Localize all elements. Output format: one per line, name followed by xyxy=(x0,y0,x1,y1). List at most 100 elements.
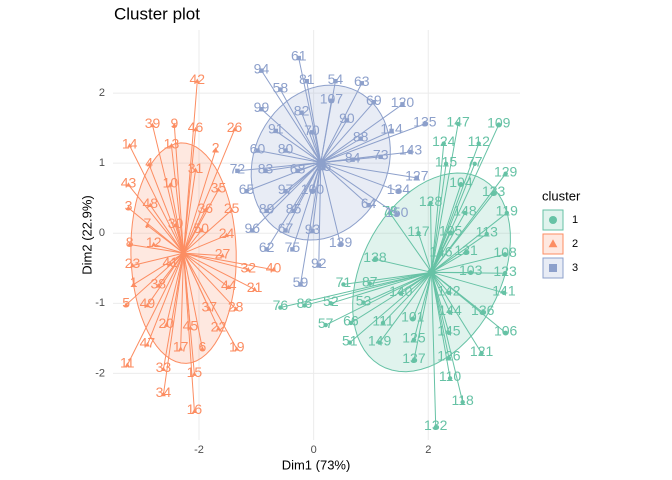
point xyxy=(387,210,393,216)
star-segment xyxy=(183,252,219,329)
point-label: 117 xyxy=(407,223,430,239)
point-label: 65 xyxy=(239,181,255,197)
point-label: 10 xyxy=(163,175,179,191)
point-label: 139 xyxy=(329,234,353,250)
point-label: 5 xyxy=(122,294,130,310)
point-label: 41 xyxy=(163,254,179,270)
point xyxy=(378,154,383,160)
point xyxy=(359,81,364,86)
point-label: 45 xyxy=(183,318,199,334)
point xyxy=(446,355,452,361)
point-label: 22 xyxy=(211,318,227,334)
chart-title: Cluster plot xyxy=(114,4,200,23)
point-label: 2 xyxy=(212,140,220,156)
point-label: 149 xyxy=(368,332,392,348)
point xyxy=(255,148,260,153)
point-label: 48 xyxy=(142,195,158,211)
point xyxy=(235,168,240,174)
point xyxy=(316,263,321,268)
point-label: 110 xyxy=(439,368,462,384)
cluster-center xyxy=(427,268,436,277)
point-label: 112 xyxy=(468,133,491,149)
point-label: 1 xyxy=(130,274,138,290)
point-label: 121 xyxy=(470,343,494,359)
star-segment xyxy=(320,100,332,163)
star-segment xyxy=(306,81,322,163)
star-segment xyxy=(379,272,432,343)
point-label: 71 xyxy=(336,274,352,290)
point-label: 83 xyxy=(258,161,274,177)
point-label: 46 xyxy=(188,119,204,135)
point xyxy=(350,157,355,162)
star-segment xyxy=(147,225,184,254)
point xyxy=(290,247,295,252)
star-segment xyxy=(183,252,237,310)
point-label: 54 xyxy=(328,71,344,87)
star-segment xyxy=(320,130,392,163)
point-label: 59 xyxy=(293,274,309,290)
point xyxy=(414,175,420,181)
star-segment xyxy=(431,163,447,273)
star-segment xyxy=(325,271,432,326)
point xyxy=(161,391,166,397)
point xyxy=(127,241,133,247)
star-segment xyxy=(431,271,505,294)
star-segment xyxy=(261,108,322,163)
point-label: 140 xyxy=(389,283,413,299)
x-axis-label: Dim1 (73%) xyxy=(282,457,351,472)
star-segment xyxy=(251,162,322,231)
point-label: 27 xyxy=(215,245,231,261)
y-tick-label: 2 xyxy=(99,87,105,99)
y-tick-label: -2 xyxy=(95,367,105,379)
point xyxy=(167,182,173,187)
point-label: 81 xyxy=(299,71,315,87)
point xyxy=(147,202,153,207)
point xyxy=(323,322,328,328)
point xyxy=(250,228,255,233)
star-segment xyxy=(285,162,322,231)
point-label: 40 xyxy=(266,259,282,275)
point-label: 89 xyxy=(259,201,275,217)
point xyxy=(446,330,452,335)
star-segment xyxy=(266,162,322,212)
point xyxy=(126,205,131,210)
star-segment xyxy=(257,150,321,164)
point xyxy=(472,161,477,167)
star-segment xyxy=(266,162,322,250)
point xyxy=(194,78,200,83)
point-label: 128 xyxy=(419,193,443,209)
point xyxy=(191,408,197,414)
point-label: 16 xyxy=(187,401,203,417)
point-label: 51 xyxy=(342,332,358,348)
point-label: 114 xyxy=(380,121,403,137)
point xyxy=(127,143,133,148)
point-label: 143 xyxy=(399,142,423,158)
point-label: 104 xyxy=(449,174,473,190)
point xyxy=(259,68,264,73)
star-segment xyxy=(320,162,369,206)
point xyxy=(234,346,240,351)
point xyxy=(438,251,444,256)
point xyxy=(347,340,352,345)
point xyxy=(377,340,382,345)
star-segment xyxy=(431,272,451,379)
point xyxy=(171,122,177,128)
star-segment xyxy=(183,170,197,254)
point-label: 96 xyxy=(245,220,261,236)
point xyxy=(224,232,229,238)
point xyxy=(455,121,461,127)
point-label: 11 xyxy=(120,355,135,371)
cluster-2: 61 94 81 54 63 58 107 69 120 99 82 90 114 91 70 135 88 60… xyxy=(230,48,437,290)
point-label: 107 xyxy=(320,90,344,106)
star-segment xyxy=(175,225,185,254)
point xyxy=(468,270,473,275)
star-segment xyxy=(183,252,255,290)
point xyxy=(299,110,304,115)
star-segment xyxy=(382,271,432,324)
point xyxy=(458,181,464,187)
y-tick-label: -1 xyxy=(95,297,105,309)
star-segment xyxy=(133,252,184,285)
point xyxy=(283,228,288,233)
star-segment xyxy=(431,184,462,273)
